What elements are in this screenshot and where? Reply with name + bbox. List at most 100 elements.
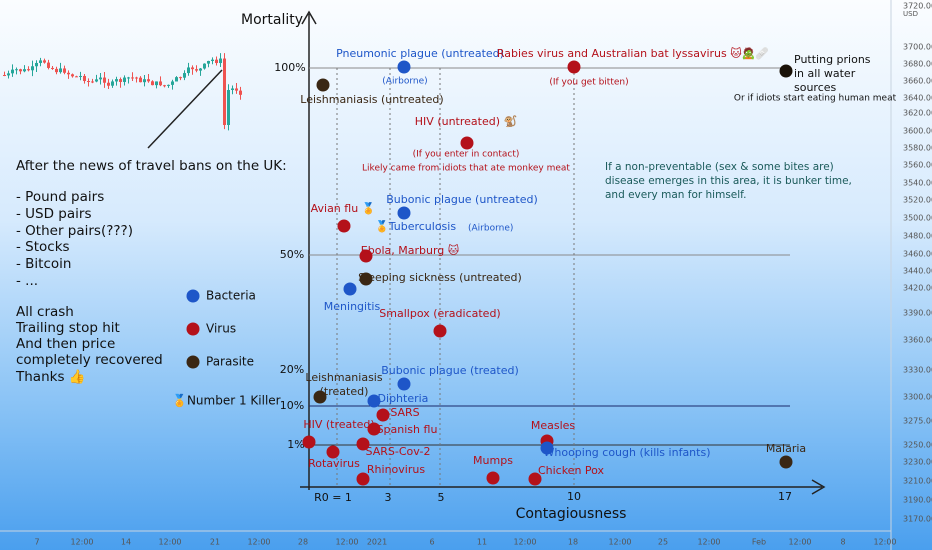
point xyxy=(356,437,370,451)
candle-body xyxy=(91,81,94,83)
x-title: Contagiousness xyxy=(516,506,627,522)
time-label: 18 xyxy=(568,538,578,547)
point xyxy=(316,78,330,92)
x-label: 10 xyxy=(567,490,581,503)
point xyxy=(779,64,793,78)
point-note: (If you enter in contact) xyxy=(413,150,520,160)
candle-body xyxy=(31,66,34,71)
y-label: 50% xyxy=(280,248,304,261)
point-label: Rotavirus xyxy=(308,457,360,470)
x-label: 5 xyxy=(438,491,445,504)
price-label: 3250.00 xyxy=(903,441,932,450)
candle-body xyxy=(127,77,130,79)
price-label: 3440.00 xyxy=(903,267,932,276)
y-label: 20% xyxy=(280,363,304,376)
candle-body xyxy=(191,67,194,70)
post-line: After the news of travel bans on the UK: xyxy=(16,158,287,174)
point xyxy=(376,408,390,422)
point xyxy=(359,249,373,263)
time-label: 12:00 xyxy=(513,538,536,547)
point-label: in all water xyxy=(794,67,856,80)
legend-dot xyxy=(186,289,200,303)
candle-body xyxy=(207,60,210,64)
point-label: Spanish flu xyxy=(377,423,438,436)
time-label: 21 xyxy=(210,538,220,547)
candle-body xyxy=(199,68,202,71)
point xyxy=(326,445,340,459)
candle-body xyxy=(171,81,174,85)
candle-body xyxy=(139,77,142,83)
price-label: 3300.00 xyxy=(903,393,932,402)
point-label: Pneumonic plague (untreated) xyxy=(336,47,504,60)
legend-dot xyxy=(186,355,200,369)
point-label: Rabies virus and Australian bat lyssavir… xyxy=(497,46,770,60)
post-line: And then price xyxy=(16,336,115,352)
x-label: R0 = 1 xyxy=(314,491,352,504)
price-label: 3480.00 xyxy=(903,232,932,241)
candle-body xyxy=(223,58,226,126)
candle-body xyxy=(183,73,186,78)
point xyxy=(460,136,474,150)
time-label: 12:00 xyxy=(247,538,270,547)
point-label: Putting prions xyxy=(794,53,871,66)
price-label: 3700.00 xyxy=(903,43,932,52)
currency: USD xyxy=(903,10,918,18)
candle-body xyxy=(155,81,158,86)
price-label: 3460.00 xyxy=(903,250,932,259)
price-label: 3330.00 xyxy=(903,366,932,375)
y-title: Mortality xyxy=(241,12,303,28)
pointer-line xyxy=(147,69,223,149)
candle-body xyxy=(7,73,10,76)
candle-body xyxy=(211,59,214,61)
candle-body xyxy=(99,77,102,80)
point-label: Leishmaniasis (untreated) xyxy=(300,93,443,106)
x-label: 3 xyxy=(385,491,392,504)
point xyxy=(337,219,351,233)
candle-body xyxy=(163,85,166,87)
time-label: 6 xyxy=(429,538,434,547)
point-label: SARS xyxy=(390,406,419,419)
point-note: Likely came from idiots that ate monkey … xyxy=(362,164,570,174)
y-label: 1% xyxy=(287,438,304,451)
point-label: Chicken Pox xyxy=(538,464,605,477)
candle-body xyxy=(67,72,70,75)
legend-label: Bacteria xyxy=(206,289,256,303)
candle-body xyxy=(119,79,122,82)
note-line: and every man for himself. xyxy=(605,189,746,201)
post-line: - Other pairs(???) xyxy=(16,223,133,239)
price-label: 3170.00 xyxy=(903,515,932,524)
candle-body xyxy=(75,76,78,78)
legend-label: Parasite xyxy=(206,355,254,369)
legend-label: 🏅Number 1 Killer xyxy=(172,394,281,408)
price-label: 3230.00 xyxy=(903,458,932,467)
point-label: Meningitis xyxy=(324,300,381,313)
y-arrow xyxy=(301,10,317,25)
point-label: (treated) xyxy=(320,385,369,398)
point-label: sources xyxy=(794,81,837,94)
price-label: 3560.00 xyxy=(903,161,932,170)
candle-body xyxy=(115,79,118,82)
candle-body xyxy=(143,79,146,83)
point-label: HIV (untreated) 🐒 xyxy=(415,115,518,128)
point-label: Mumps xyxy=(473,454,513,467)
point-label: SARS-Cov-2 xyxy=(366,445,431,458)
point xyxy=(313,390,327,404)
candle-body xyxy=(187,67,190,74)
point-label: Diphteria xyxy=(378,392,429,405)
candle-body xyxy=(147,79,150,82)
candle-body xyxy=(59,68,62,73)
candle-body xyxy=(167,84,170,86)
point-note: (Airborne) xyxy=(468,224,513,234)
price-label: 3620.00 xyxy=(903,109,932,118)
time-label: 12:00 xyxy=(873,538,896,547)
candle-body xyxy=(231,88,234,90)
price-label: 3660.00 xyxy=(903,77,932,86)
candle-body xyxy=(215,59,218,64)
post-line: - Stocks xyxy=(16,239,70,255)
note-line: disease emerges in this area, it is bunk… xyxy=(605,175,852,187)
candle-body xyxy=(51,67,54,69)
time-label: 14 xyxy=(121,538,131,547)
candle-body xyxy=(27,69,30,71)
candle-body xyxy=(55,68,58,73)
